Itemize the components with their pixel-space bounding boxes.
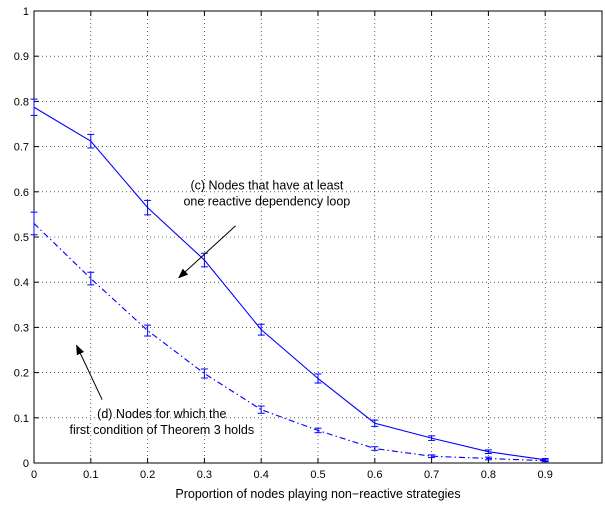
error-bar [200,252,208,268]
annotation-d: (d) Nodes for which the first condition o… [70,344,255,437]
error-bar [144,324,152,337]
y-tick-label: 0.8 [14,96,29,108]
y-tick-label: 0.5 [14,232,29,244]
series-d [30,211,549,463]
error-bar [257,323,265,336]
error-bar [314,427,322,434]
y-tick-label: 1 [23,6,29,18]
series-line-c [33,106,546,461]
y-tick-label: 0.1 [14,413,29,425]
x-tick-label: 0.4 [254,469,269,481]
y-tick-label: 0.9 [14,51,29,63]
annotation-text: first condition of Theorem 3 holds [70,423,255,437]
annotation-text: (d) Nodes for which the [97,407,226,421]
y-tick-label: 0 [23,458,29,470]
x-tick-label: 0.2 [140,469,155,481]
y-tick-label: 0.2 [14,368,29,380]
error-bar [144,199,152,216]
error-bar [428,435,436,441]
series-line-d [33,223,546,462]
x-tick-label: 0.7 [424,469,439,481]
error-bar [314,373,322,384]
error-bar [257,405,265,414]
y-tick-label: 0.3 [14,322,29,334]
annotation-c: (c) Nodes that have at least one reactive… [178,179,350,279]
annotation-arrow [76,344,103,400]
error-bar [541,459,549,463]
error-bar [484,456,492,461]
x-tick-label: 0 [31,469,37,481]
annotations: (c) Nodes that have at least one reactive… [70,179,351,437]
error-bar [87,133,95,149]
x-tick-label: 0.5 [310,469,325,481]
error-bar [371,419,379,427]
error-bar [87,271,95,286]
y-tick-label: 0.6 [14,187,29,199]
error-bar [200,368,208,379]
axis-ticks: 0 0.1 0.2 0.3 0.4 0.5 0.6 0.7 0.8 0.9 0 0.1 0.2 0.3 0.… [14,6,602,481]
x-tick-label: 0.3 [197,469,212,481]
annotation-text: (c) Nodes that have at least [190,179,343,193]
y-tick-label: 0.7 [14,142,29,154]
error-bar [428,454,436,459]
x-axis-label: Proportion of nodes playing non−reactive… [175,487,460,501]
x-tick-label: 0.9 [538,469,553,481]
annotation-text: one reactive dependency loop [183,195,350,209]
y-tick-label: 0.4 [14,277,29,289]
error-bar [30,98,38,116]
x-tick-label: 0.8 [481,469,496,481]
annotation-arrow [178,225,236,279]
error-bar [484,449,492,455]
error-bar [371,446,379,451]
error-bar [30,211,38,236]
grid [34,11,602,463]
x-tick-label: 0.6 [367,469,382,481]
x-tick-label: 0.1 [83,469,98,481]
series-c [30,98,549,462]
series-group [30,98,549,463]
